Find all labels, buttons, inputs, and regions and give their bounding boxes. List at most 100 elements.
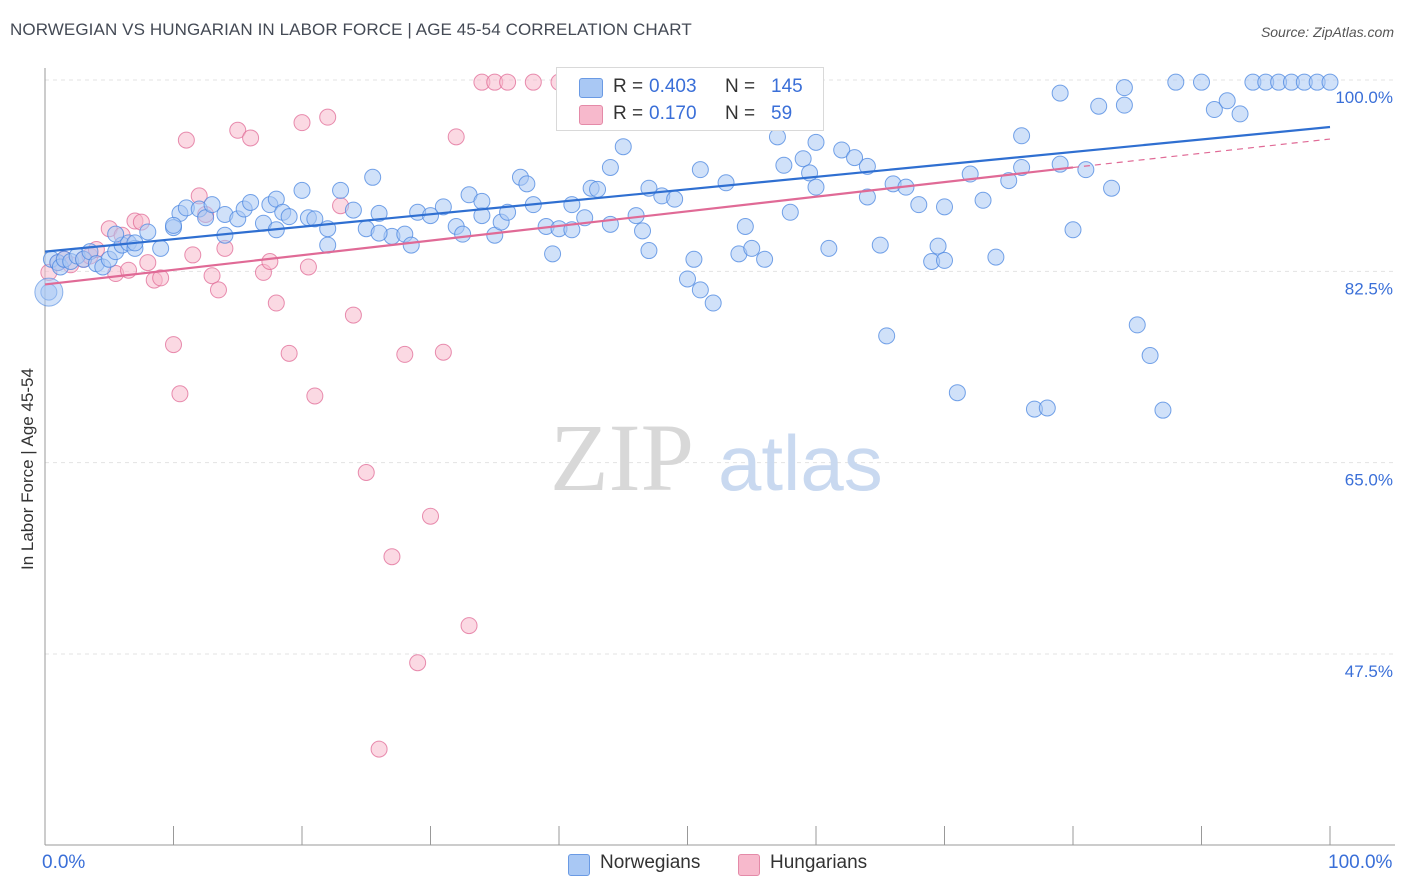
norwegian-point bbox=[139, 223, 157, 241]
norwegian-point bbox=[1064, 221, 1082, 239]
y-tick-label: 47.5% bbox=[1345, 662, 1393, 681]
norwegian-point bbox=[691, 161, 709, 179]
y-tick-label: 82.5% bbox=[1345, 279, 1393, 298]
norwegian-point bbox=[936, 251, 953, 269]
norwegian-point bbox=[858, 188, 876, 206]
hungarian-point bbox=[357, 464, 375, 482]
legend-swatch-norwegians bbox=[579, 78, 603, 98]
y-axis-label: In Labor Force | Age 45-54 bbox=[18, 368, 37, 570]
norwegian-point bbox=[370, 204, 388, 222]
chart-title: NORWEGIAN VS HUNGARIAN IN LABOR FORCE | … bbox=[10, 20, 692, 39]
norwegian-point bbox=[402, 236, 420, 254]
norwegian-point bbox=[685, 250, 703, 268]
legend-r-label: R = bbox=[613, 76, 644, 97]
hungarian-point bbox=[460, 617, 478, 635]
hungarian-point bbox=[267, 294, 285, 312]
correlation-legend: R = 0.403 N = 145 R = 0.170 N = 59 bbox=[556, 67, 824, 131]
norwegian-point bbox=[165, 216, 182, 234]
norwegian-point bbox=[1205, 101, 1223, 119]
norwegian-point bbox=[974, 191, 992, 209]
hungarian-point bbox=[152, 269, 170, 287]
legend-r-value: 0.170 bbox=[649, 103, 697, 124]
norwegian-point bbox=[936, 198, 953, 216]
source-label: Source: ZipAtlas.com bbox=[1260, 24, 1394, 40]
legend-swatch-hungarians bbox=[738, 854, 760, 876]
trend-lines bbox=[44, 125, 1331, 286]
hungarians-trend-line bbox=[44, 166, 1074, 286]
norwegian-point bbox=[775, 156, 793, 174]
norwegian-point bbox=[1321, 73, 1339, 91]
norwegian-point bbox=[473, 192, 491, 210]
norwegian-point bbox=[589, 180, 607, 198]
watermark-zip: ZIP bbox=[550, 404, 694, 511]
norwegian-point bbox=[1193, 73, 1210, 91]
hungarian-point bbox=[293, 114, 311, 132]
norwegian-point bbox=[344, 201, 362, 219]
norwegian-point bbox=[601, 158, 619, 176]
norwegian-point bbox=[242, 193, 260, 211]
norwegian-point bbox=[807, 133, 825, 151]
norwegian-point bbox=[332, 181, 350, 199]
hungarian-point bbox=[177, 131, 195, 149]
norwegian-point bbox=[820, 239, 838, 257]
norwegian-point bbox=[107, 225, 125, 243]
norwegian-point bbox=[1128, 316, 1146, 334]
norwegian-point bbox=[704, 294, 722, 312]
norwegian-point bbox=[781, 203, 799, 221]
norwegian-point bbox=[614, 138, 632, 156]
hungarian-point bbox=[165, 336, 182, 354]
norwegian-point bbox=[679, 270, 696, 288]
y-tick-label: 65.0% bbox=[1345, 471, 1393, 490]
hungarian-point bbox=[344, 306, 362, 324]
norwegian-point bbox=[1115, 79, 1133, 97]
norwegian-point bbox=[736, 218, 754, 236]
norwegian-point bbox=[1077, 161, 1095, 179]
legend-n-value: 59 bbox=[771, 103, 793, 124]
norwegian-point bbox=[640, 242, 658, 260]
norwegian-point bbox=[34, 277, 64, 307]
norwegian-point bbox=[152, 239, 170, 257]
norwegian-point bbox=[1141, 347, 1159, 365]
norwegian-point bbox=[364, 168, 382, 186]
legend-label-hungarians: Hungarians bbox=[770, 852, 868, 873]
watermark-atlas: atlas bbox=[718, 419, 883, 507]
hungarian-point bbox=[422, 507, 439, 525]
hungarian-point bbox=[203, 267, 221, 285]
hungarian-point bbox=[319, 108, 337, 126]
norwegian-point bbox=[293, 181, 311, 199]
hungarian-point bbox=[242, 129, 260, 147]
grid-lines bbox=[45, 79, 1395, 655]
hungarian-point bbox=[280, 344, 298, 362]
norwegian-point bbox=[871, 236, 889, 254]
x-axis-min-label: 0.0% bbox=[42, 852, 86, 873]
hungarian-point bbox=[229, 121, 247, 139]
norwegian-point bbox=[306, 210, 324, 228]
norwegian-point bbox=[666, 190, 684, 208]
hungarian-point bbox=[370, 740, 388, 758]
norwegian-point bbox=[280, 208, 298, 226]
hungarian-point bbox=[383, 548, 401, 566]
norwegian-point bbox=[434, 198, 452, 216]
norwegian-point bbox=[794, 150, 812, 168]
norwegian-point bbox=[858, 157, 876, 175]
norwegian-point bbox=[1013, 127, 1031, 145]
hungarian-point bbox=[524, 73, 542, 91]
norwegian-point bbox=[1000, 172, 1018, 190]
legend-row-norwegians: R = 0.403 N = 145 bbox=[557, 74, 823, 102]
norwegian-point bbox=[1013, 158, 1031, 176]
norwegian-point bbox=[910, 196, 928, 214]
hungarian-point bbox=[184, 246, 202, 264]
norwegian-point bbox=[756, 250, 774, 268]
legend-n-label: N = bbox=[725, 103, 756, 124]
hungarian-point bbox=[306, 387, 324, 405]
legend-n-value: 145 bbox=[771, 76, 803, 97]
norwegian-point bbox=[370, 224, 388, 242]
hungarian-point bbox=[139, 254, 157, 272]
norwegian-point bbox=[807, 178, 825, 196]
hungarian-point bbox=[447, 128, 465, 146]
norwegian-point bbox=[1218, 92, 1236, 110]
hungarian-point bbox=[409, 654, 427, 672]
x-axis-max-label: 100.0% bbox=[1328, 852, 1393, 873]
norwegian-point bbox=[1090, 97, 1108, 115]
